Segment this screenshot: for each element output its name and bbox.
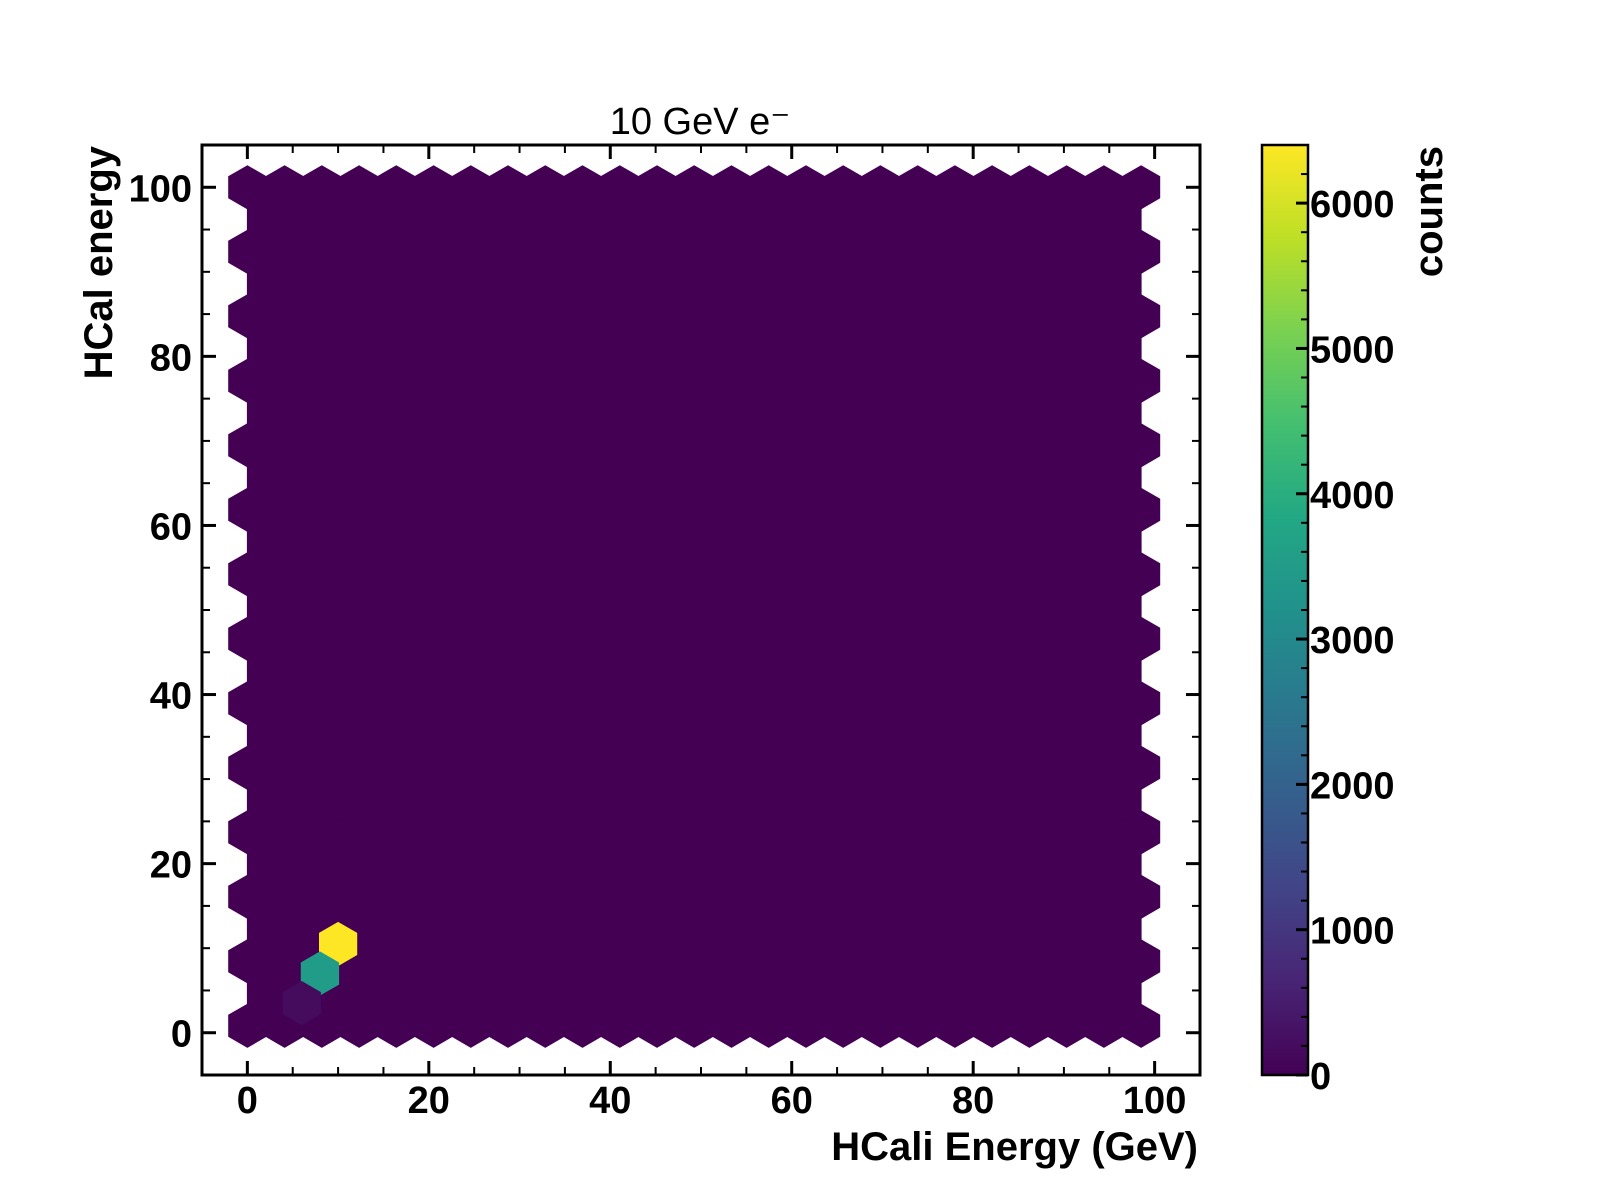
colorbar-tick-label: 0 bbox=[1310, 1056, 1331, 1098]
hex-bin bbox=[282, 981, 321, 1026]
x-axis-title: HCali Energy (GeV) bbox=[831, 1125, 1198, 1169]
y-tick-label: 40 bbox=[150, 676, 192, 718]
colorbar-label: counts bbox=[1407, 146, 1451, 277]
x-tick-label: 60 bbox=[771, 1080, 813, 1122]
x-tick-label: 80 bbox=[952, 1080, 994, 1122]
hexbin-cells bbox=[228, 165, 1161, 1048]
y-axis-title: HCal energy bbox=[77, 145, 121, 379]
hex-bin-empty bbox=[1122, 1003, 1161, 1048]
x-tick-label: 100 bbox=[1123, 1080, 1186, 1122]
colorbar-tick-label: 6000 bbox=[1310, 184, 1395, 226]
y-tick-label: 60 bbox=[150, 506, 192, 548]
y-tick-label: 80 bbox=[150, 337, 192, 379]
chart-title: 10 GeV e⁻ bbox=[610, 101, 791, 143]
colorbar bbox=[1260, 143, 1310, 1077]
colorbar-ticks: 0 1000 2000 3000 4000 5000 6000 bbox=[1296, 144, 1395, 1098]
y-tick-label: 100 bbox=[129, 168, 192, 210]
colorbar-tick-label: 5000 bbox=[1310, 329, 1395, 371]
colorbar-tick-label: 4000 bbox=[1310, 475, 1395, 517]
y-tick-label: 0 bbox=[171, 1014, 192, 1056]
y-axis-ticks: 0 20 40 60 80 100 bbox=[129, 168, 1200, 1056]
x-tick-label: 40 bbox=[589, 1080, 631, 1122]
y-tick-label: 20 bbox=[150, 845, 192, 887]
x-tick-label: 20 bbox=[408, 1080, 450, 1122]
colorbar-tick-label: 3000 bbox=[1310, 620, 1395, 662]
colorbar-tick-label: 2000 bbox=[1310, 765, 1395, 807]
colorbar-tick-label: 1000 bbox=[1310, 911, 1395, 953]
x-axis-ticks: 0 20 40 60 80 100 bbox=[237, 145, 1186, 1122]
x-tick-label: 0 bbox=[237, 1080, 258, 1122]
